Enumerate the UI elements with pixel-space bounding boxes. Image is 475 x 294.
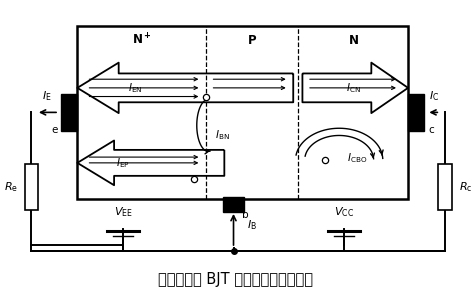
Text: $I_{\rm E}$: $I_{\rm E}$ [41, 90, 51, 103]
Text: $R_{\rm c}$: $R_{\rm c}$ [459, 181, 472, 194]
Bar [61, 93, 77, 131]
Text: $I_{\rm C}$: $I_{\rm C}$ [429, 90, 439, 103]
Text: $\mathbf{P}$: $\mathbf{P}$ [247, 34, 257, 47]
Text: b: b [242, 210, 248, 220]
Text: $I_{\rm CN}$: $I_{\rm CN}$ [345, 81, 361, 95]
Text: 放大状态下 BJT 中载流子的传输过程: 放大状态下 BJT 中载流子的传输过程 [158, 272, 314, 287]
Text: e: e [51, 125, 57, 135]
Bar [25, 164, 38, 211]
Text: $I_{\rm BN}$: $I_{\rm BN}$ [215, 128, 230, 142]
Text: $V_{\rm EE}$: $V_{\rm EE}$ [114, 205, 133, 219]
Bar [438, 164, 452, 211]
Text: $R_{\rm e}$: $R_{\rm e}$ [4, 181, 18, 194]
Text: $I_{\rm B}$: $I_{\rm B}$ [247, 218, 257, 232]
Bar [223, 198, 244, 212]
FancyBboxPatch shape [77, 26, 408, 199]
Text: $I_{\rm EP}$: $I_{\rm EP}$ [116, 156, 130, 170]
Text: $I_{\rm CBO}$: $I_{\rm CBO}$ [347, 152, 367, 166]
Text: $\mathbf{N^+}$: $\mathbf{N^+}$ [132, 33, 152, 48]
Text: c: c [428, 125, 434, 135]
Bar [408, 93, 424, 131]
Text: $\mathbf{N}$: $\mathbf{N}$ [348, 34, 359, 47]
Text: $V_{\rm CC}$: $V_{\rm CC}$ [334, 205, 354, 219]
Text: $I_{\rm EN}$: $I_{\rm EN}$ [128, 81, 142, 95]
